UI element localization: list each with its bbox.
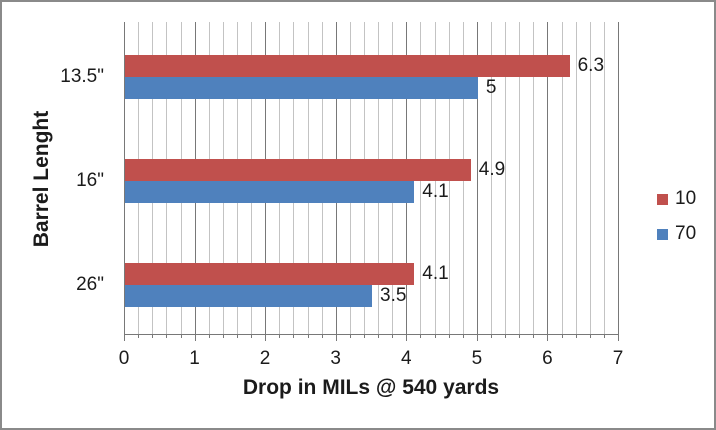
minor-tick — [462, 334, 464, 338]
data-label: 4.1 — [422, 263, 449, 284]
minor-tick — [321, 334, 323, 338]
legend-label: 70 — [675, 223, 697, 244]
legend-label: 10 — [675, 188, 697, 209]
minor-tick — [307, 334, 309, 338]
bar-10-1[interactable] — [125, 159, 471, 181]
minor-tick — [152, 334, 154, 338]
major-gridline — [124, 22, 125, 334]
minor-gridline — [491, 22, 492, 334]
major-tick — [476, 334, 478, 341]
minor-tick — [392, 334, 394, 338]
major-tick — [618, 334, 619, 341]
minor-tick — [603, 334, 605, 338]
minor-tick — [251, 334, 252, 338]
x-axis-line — [124, 334, 619, 335]
data-label: 5 — [485, 77, 497, 98]
category-label: 13.5" — [60, 66, 104, 87]
data-label: 4.1 — [422, 181, 449, 202]
minor-tick — [222, 334, 224, 338]
major-gridline — [618, 22, 619, 334]
minor-gridline — [561, 22, 563, 334]
minor-gridline — [533, 22, 535, 334]
bar-10-2[interactable] — [125, 263, 415, 285]
major-tick — [124, 334, 125, 341]
minor-tick — [491, 334, 492, 338]
bar-70-0[interactable] — [125, 77, 478, 99]
x-tick-label: 1 — [189, 348, 200, 369]
minor-tick — [138, 334, 140, 338]
x-tick-label: 3 — [330, 348, 341, 369]
x-tick-label: 4 — [401, 348, 412, 369]
minor-tick — [533, 334, 535, 338]
minor-gridline — [575, 22, 577, 334]
minor-tick — [236, 334, 238, 338]
x-tick-label: 5 — [471, 348, 483, 369]
minor-tick — [378, 334, 380, 338]
minor-tick — [293, 334, 295, 338]
major-gridline — [547, 22, 549, 334]
major-tick — [547, 334, 549, 341]
category-label: 26" — [76, 274, 104, 295]
minor-gridline — [589, 22, 591, 334]
minor-tick — [589, 334, 591, 338]
data-label: 4.9 — [478, 159, 506, 180]
major-tick — [194, 334, 196, 341]
x-tick-label: 2 — [259, 348, 271, 369]
major-tick — [406, 334, 408, 341]
minor-tick — [349, 334, 351, 338]
minor-tick — [561, 334, 563, 338]
minor-gridline — [519, 22, 521, 334]
major-tick — [335, 334, 337, 341]
bar-70-2[interactable] — [125, 285, 372, 307]
minor-gridline — [603, 22, 605, 334]
legend: 10 70 — [657, 188, 697, 259]
x-tick-label: 0 — [118, 348, 130, 369]
minor-tick — [434, 334, 436, 338]
major-tick — [265, 334, 267, 341]
minor-tick — [505, 334, 507, 338]
x-tick-label: 7 — [612, 348, 624, 369]
data-label: 3.5 — [380, 285, 407, 306]
minor-tick — [180, 334, 182, 338]
bar-10-0[interactable] — [125, 55, 570, 77]
minor-tick — [575, 334, 577, 338]
legend-item-series-70[interactable]: 70 — [657, 223, 697, 244]
minor-tick — [166, 334, 168, 338]
data-label: 6.3 — [577, 55, 605, 76]
major-gridline — [476, 22, 478, 334]
legend-swatch-blue-icon — [657, 228, 668, 240]
minor-tick — [279, 334, 281, 338]
minor-tick — [208, 334, 210, 338]
x-axis-title: Drop in MILs @ 540 yards — [242, 376, 500, 399]
minor-tick — [363, 334, 365, 338]
minor-tick — [519, 334, 521, 338]
legend-swatch-red-icon — [657, 193, 668, 205]
bar-70-1[interactable] — [125, 181, 415, 203]
minor-tick — [448, 334, 450, 338]
minor-tick — [420, 334, 422, 338]
category-label: 16" — [76, 170, 104, 191]
minor-gridline — [505, 22, 507, 334]
legend-item-series-10[interactable]: 10 — [657, 188, 697, 209]
x-tick-label: 6 — [542, 348, 553, 369]
